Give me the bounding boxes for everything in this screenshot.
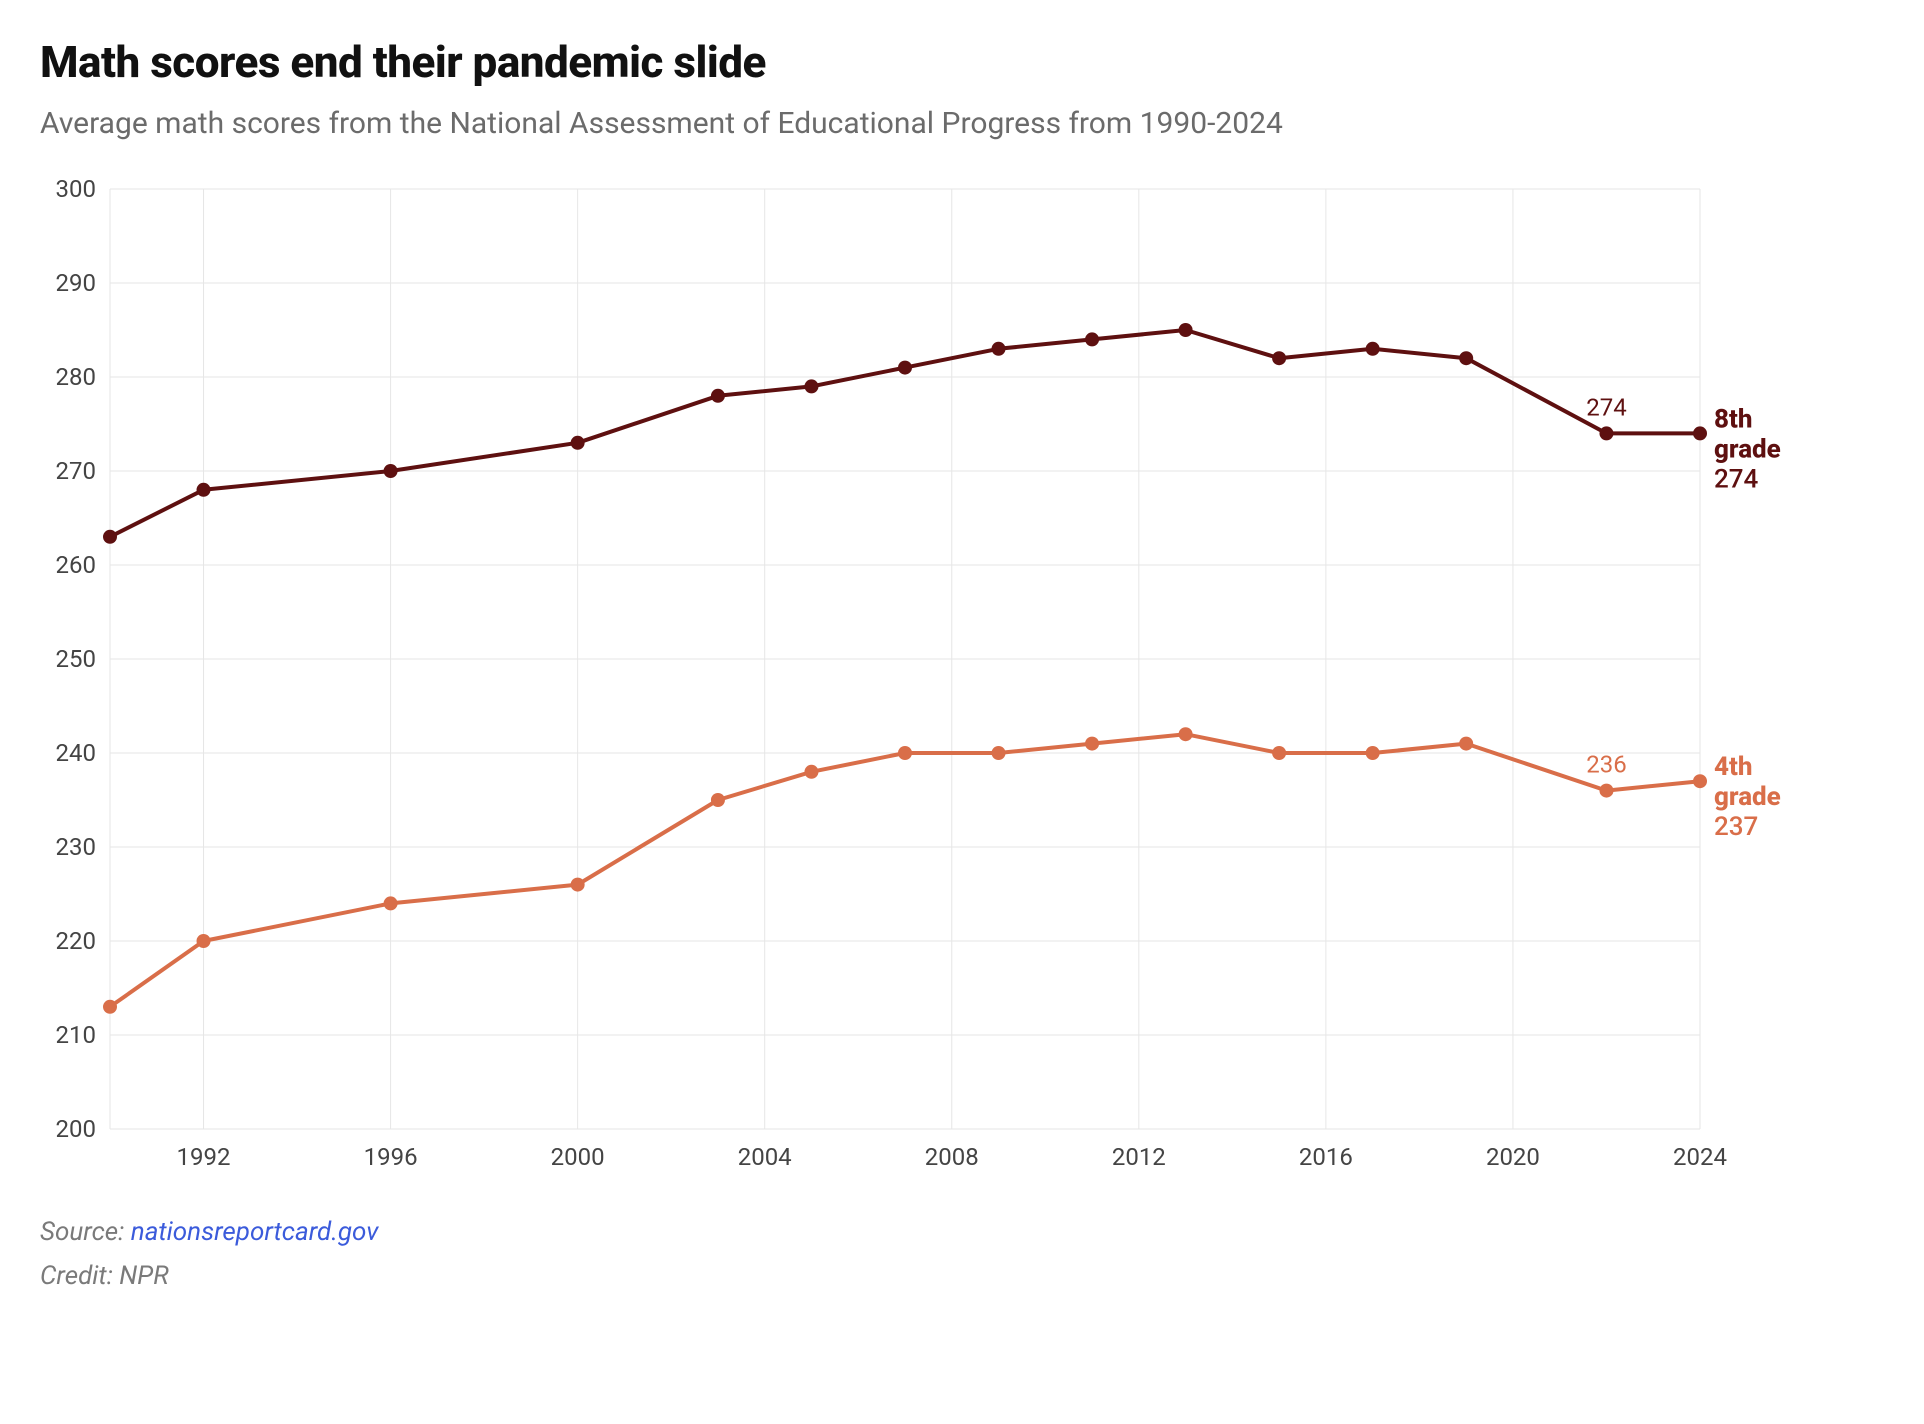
y-axis-label: 200	[56, 1115, 96, 1143]
y-axis-label: 230	[56, 833, 96, 861]
x-axis-label: 2000	[551, 1143, 605, 1171]
series-marker-grade4	[992, 746, 1006, 760]
source-link[interactable]: nationsreportcard.gov	[131, 1217, 379, 1247]
series-marker-grade8	[197, 483, 211, 497]
series-marker-grade4	[804, 765, 818, 779]
series-marker-grade4	[1459, 737, 1473, 751]
chart-footer: Source: nationsreportcard.gov Credit: NP…	[40, 1217, 1888, 1291]
callout-grade8: 274	[1586, 393, 1626, 421]
series-marker-grade4	[571, 878, 585, 892]
series-marker-grade4	[1366, 746, 1380, 760]
y-axis-label: 270	[56, 457, 96, 485]
series-marker-grade4	[384, 896, 398, 910]
chart-container: 200 210 220 230 240 250 260 270 280 290 300 1992 199…	[40, 169, 1888, 1189]
series-marker-grade4	[1599, 784, 1613, 798]
x-axis-label: 1992	[177, 1143, 231, 1171]
series-marker-grade8	[1179, 323, 1193, 337]
series-label-grade4: 4th	[1714, 752, 1752, 782]
series-marker-grade4	[1179, 727, 1193, 741]
series-marker-grade8	[1366, 342, 1380, 356]
y-axis-label: 280	[56, 363, 96, 391]
y-axis-label: 220	[56, 927, 96, 955]
y-axis-label: 240	[56, 739, 96, 767]
series-marker-grade8	[1599, 426, 1613, 440]
series-marker-grade4	[1085, 737, 1099, 751]
series-marker-grade4	[898, 746, 912, 760]
series-marker-grade8	[1085, 332, 1099, 346]
series-label-grade4: grade	[1714, 782, 1781, 812]
x-axis-label: 2016	[1299, 1143, 1353, 1171]
series-end-value-grade8: 274	[1714, 464, 1759, 494]
series-marker-grade4	[1693, 774, 1707, 788]
series-marker-grade8	[804, 379, 818, 393]
series-marker-grade8	[711, 389, 725, 403]
y-axis-label: 210	[56, 1021, 96, 1049]
series-marker-grade4	[103, 1000, 117, 1014]
series-marker-grade8	[103, 530, 117, 544]
series-marker-grade8	[384, 464, 398, 478]
chart-title: Math scores end their pandemic slide	[40, 36, 1888, 88]
x-axis-label: 2024	[1673, 1143, 1727, 1171]
y-axis-label: 260	[56, 551, 96, 579]
series-marker-grade8	[571, 436, 585, 450]
x-axis-label: 2004	[738, 1143, 792, 1171]
series-label-grade8: 8th	[1714, 404, 1752, 434]
series-marker-grade8	[992, 342, 1006, 356]
series-label-grade8: grade	[1714, 434, 1781, 464]
y-axis-label: 250	[56, 645, 96, 673]
series-marker-grade4	[711, 793, 725, 807]
line-chart: 200 210 220 230 240 250 260 270 280 290 300 1992 199…	[40, 169, 1870, 1189]
series-marker-grade8	[1459, 351, 1473, 365]
x-axis-label: 1996	[364, 1143, 418, 1171]
x-axis-label: 2012	[1112, 1143, 1166, 1171]
x-axis-label: 2020	[1486, 1143, 1540, 1171]
series-end-value-grade4: 237	[1714, 812, 1758, 842]
y-axis-label: 290	[56, 269, 96, 297]
credit-text: Credit: NPR	[40, 1261, 169, 1291]
series-marker-grade4	[197, 934, 211, 948]
series-marker-grade8	[1693, 426, 1707, 440]
y-axis-label: 300	[56, 175, 96, 203]
x-axis-label: 2008	[925, 1143, 979, 1171]
chart-subtitle: Average math scores from the National As…	[40, 106, 1888, 141]
series-marker-grade8	[1272, 351, 1286, 365]
series-marker-grade4	[1272, 746, 1286, 760]
callout-grade4: 236	[1586, 751, 1626, 779]
source-label: Source:	[40, 1217, 124, 1247]
series-marker-grade8	[898, 361, 912, 375]
